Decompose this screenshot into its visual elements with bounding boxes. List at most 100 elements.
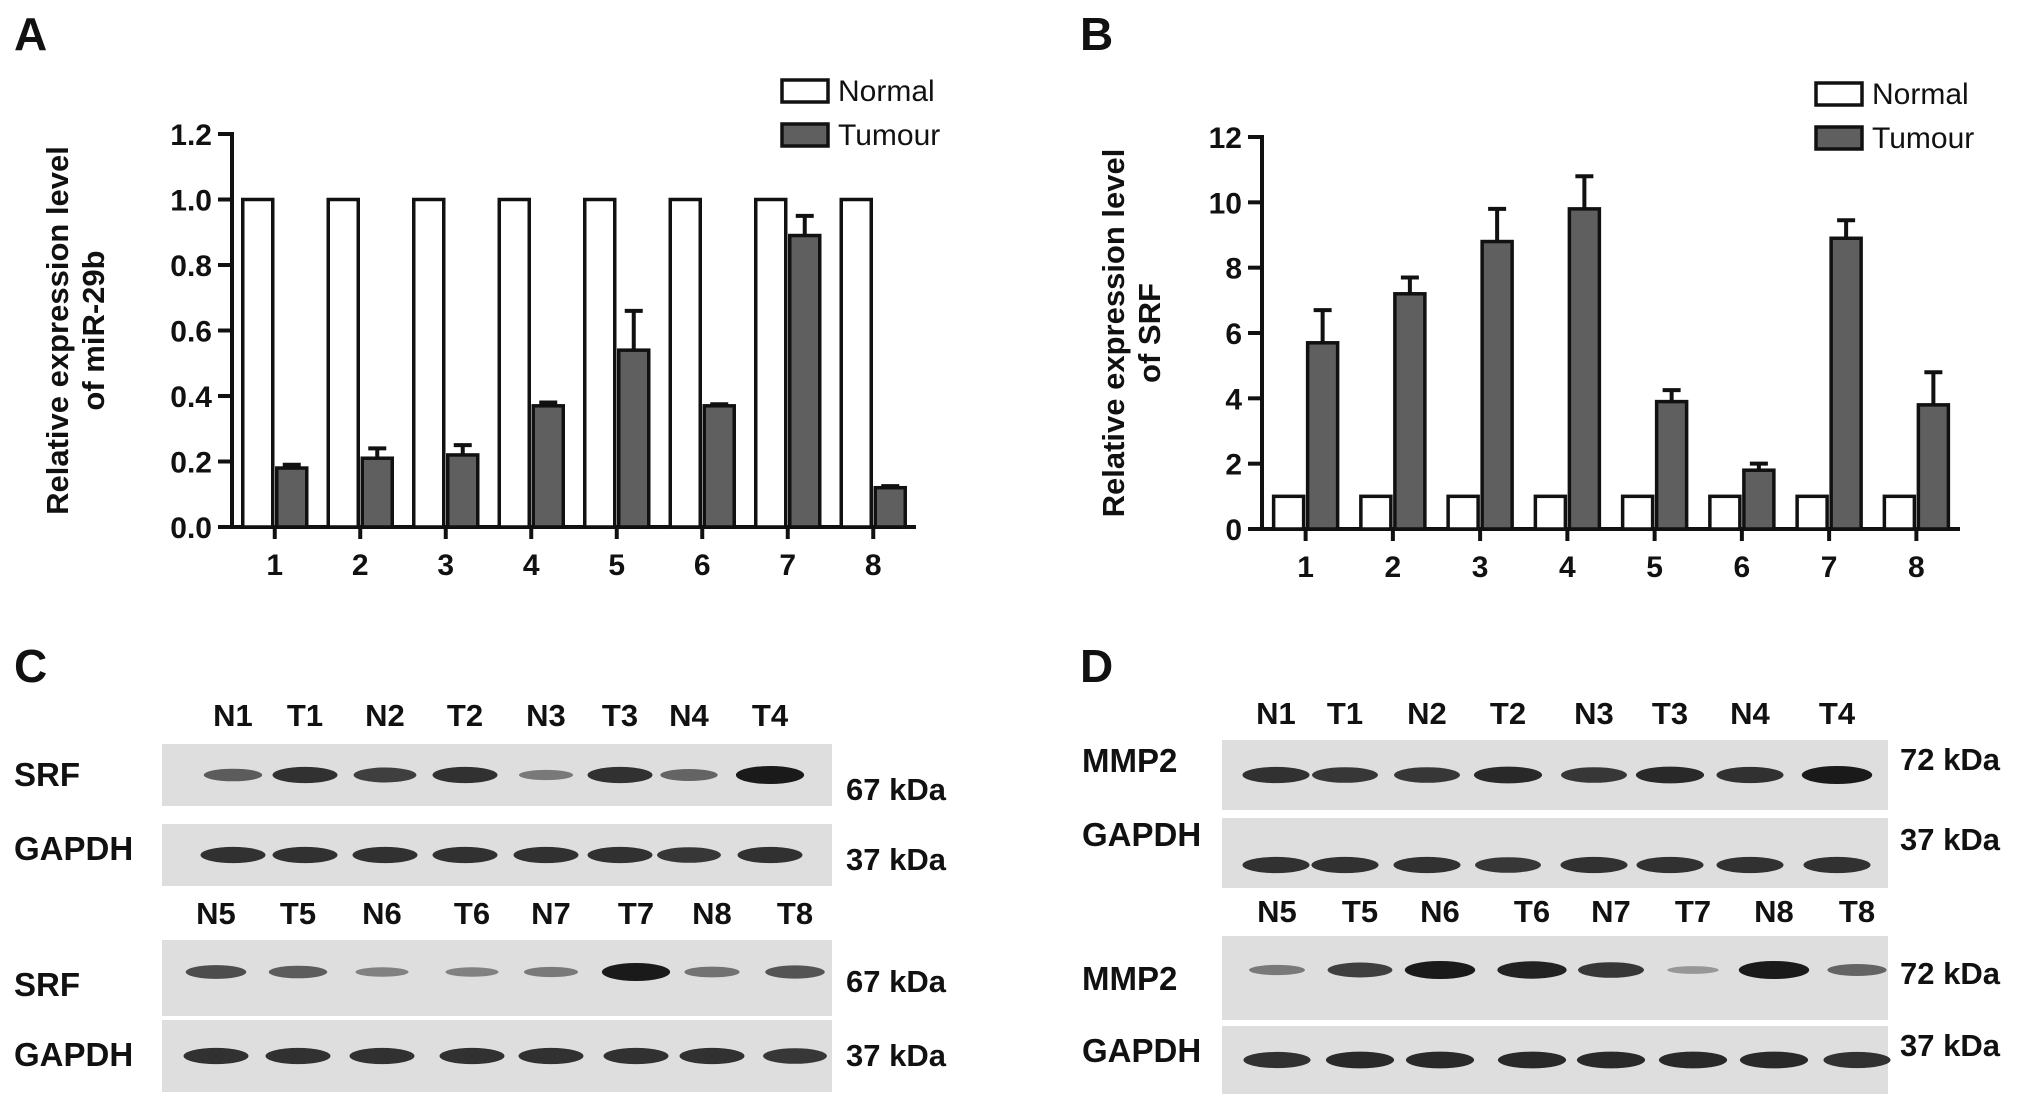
protein-band <box>587 846 653 864</box>
lane-label: T3 <box>602 698 638 733</box>
protein-band <box>1394 767 1460 783</box>
protein-band <box>185 965 247 979</box>
protein-band <box>735 766 805 784</box>
lane-label: T8 <box>1839 894 1875 929</box>
protein-band <box>1243 1051 1311 1069</box>
lane-label: N2 <box>365 698 405 733</box>
protein-band <box>352 846 418 864</box>
protein-band <box>765 965 825 979</box>
y-tick-label: 12 <box>1209 122 1242 155</box>
lane-label: N2 <box>1407 696 1447 731</box>
lane-label: T4 <box>752 698 789 733</box>
bar-normal <box>668 197 702 529</box>
bar-tumour <box>1654 399 1689 531</box>
lane-label: N4 <box>669 698 709 733</box>
bar-normal <box>412 197 446 529</box>
x-tick-label: 6 <box>694 549 711 582</box>
y-tick-label: 0.6 <box>170 316 212 349</box>
protein-label: SRF <box>14 756 80 793</box>
lane-label: T4 <box>1819 696 1856 731</box>
protein-band <box>432 766 498 784</box>
y-tick-label: 0 <box>1225 514 1242 547</box>
protein-label: GAPDH <box>14 1036 133 1073</box>
molecular-weight-label: 67 kDa <box>846 964 947 999</box>
bar-normal <box>1446 494 1480 531</box>
bar-normal <box>839 197 873 529</box>
lane-label: N1 <box>213 698 253 733</box>
protein-band <box>523 966 579 978</box>
panel-letter-c: C <box>14 640 47 692</box>
y-tick-label: 4 <box>1225 383 1242 416</box>
y-tick-label: 8 <box>1225 253 1242 286</box>
protein-band <box>1823 1051 1891 1069</box>
protein-band <box>432 846 498 864</box>
y-axis-label: of miR-29b <box>76 250 111 410</box>
chart-a-mir29b-expression: 0.0 0.2 0.4 0.6 0.8 1.0 1.2 Relative expression… <box>40 75 940 582</box>
protein-band <box>1716 856 1784 874</box>
protein-band <box>660 769 718 781</box>
protein-band <box>1739 1051 1809 1069</box>
lane-label: T1 <box>1327 696 1363 731</box>
bar-normal <box>1533 494 1568 531</box>
x-tick-label: 7 <box>1821 551 1838 584</box>
protein-band <box>1667 966 1719 974</box>
bar-normal <box>1359 494 1393 531</box>
bar-tumour <box>1393 292 1427 531</box>
x-tick-label: 8 <box>1908 551 1925 584</box>
x-tick-label: 1 <box>1297 551 1314 584</box>
protein-band <box>439 1047 505 1065</box>
protein-band <box>1560 856 1628 874</box>
y-axis-label: of SRF <box>1132 283 1167 383</box>
x-tick-label: 5 <box>608 549 625 582</box>
lane-label: T7 <box>1675 894 1711 929</box>
x-tick-label: 4 <box>523 549 540 582</box>
bar-normal <box>241 197 275 529</box>
bar-tumour <box>1742 468 1776 531</box>
legend-label: Tumour <box>838 119 940 152</box>
lane-label: N5 <box>1257 894 1297 929</box>
protein-band <box>1497 1051 1567 1069</box>
lane-label: T6 <box>454 896 490 931</box>
bar-tumour <box>1480 239 1514 531</box>
protein-band <box>1561 767 1627 783</box>
legend-label: Normal <box>1872 78 1969 111</box>
lane-label: T3 <box>1652 696 1688 731</box>
molecular-weight-label: 37 kDa <box>846 842 947 877</box>
x-tick-label: 4 <box>1559 551 1576 584</box>
lane-label: T6 <box>1514 894 1550 929</box>
x-tick-label: 1 <box>266 549 283 582</box>
protein-band <box>1393 856 1461 874</box>
protein-band <box>1249 964 1305 976</box>
panel-letter-b: B <box>1080 8 1113 60</box>
protein-band <box>603 1047 669 1065</box>
protein-label: GAPDH <box>1082 1032 1201 1069</box>
protein-label: GAPDH <box>14 830 133 867</box>
western-blot-c-srf: N1 T1 N2 T2 N3 T3 N4 T4 SRF 67 kDa GAPDH 37 kDa N5 T5… <box>14 698 947 1092</box>
legend-label: Tumour <box>1872 122 1974 155</box>
y-axis-label: Relative expression level <box>40 146 75 515</box>
lane-label: N6 <box>1420 894 1460 929</box>
y-tick-label: 0.0 <box>170 512 212 545</box>
bar-normal <box>1620 494 1655 531</box>
protein-band <box>1325 1051 1395 1069</box>
bar-tumour <box>702 404 736 529</box>
x-tick-label: 7 <box>779 549 796 582</box>
protein-label: MMP2 <box>1082 960 1177 997</box>
lane-label: N6 <box>362 896 402 931</box>
lane-label: N3 <box>526 698 566 733</box>
bar-tumour <box>617 348 651 529</box>
protein-band <box>1576 1051 1646 1069</box>
protein-band <box>183 1047 249 1065</box>
protein-band <box>1242 766 1310 784</box>
bar-normal <box>497 197 531 529</box>
bar-normal <box>583 197 617 529</box>
protein-band <box>1327 962 1393 978</box>
protein-band <box>1827 964 1887 976</box>
bar-normal <box>1271 494 1306 531</box>
molecular-weight-label: 37 kDa <box>1900 1028 2001 1063</box>
protein-band <box>353 767 417 783</box>
y-axis-label: Relative expression level <box>1096 149 1131 518</box>
blot-strip <box>1222 818 1888 888</box>
